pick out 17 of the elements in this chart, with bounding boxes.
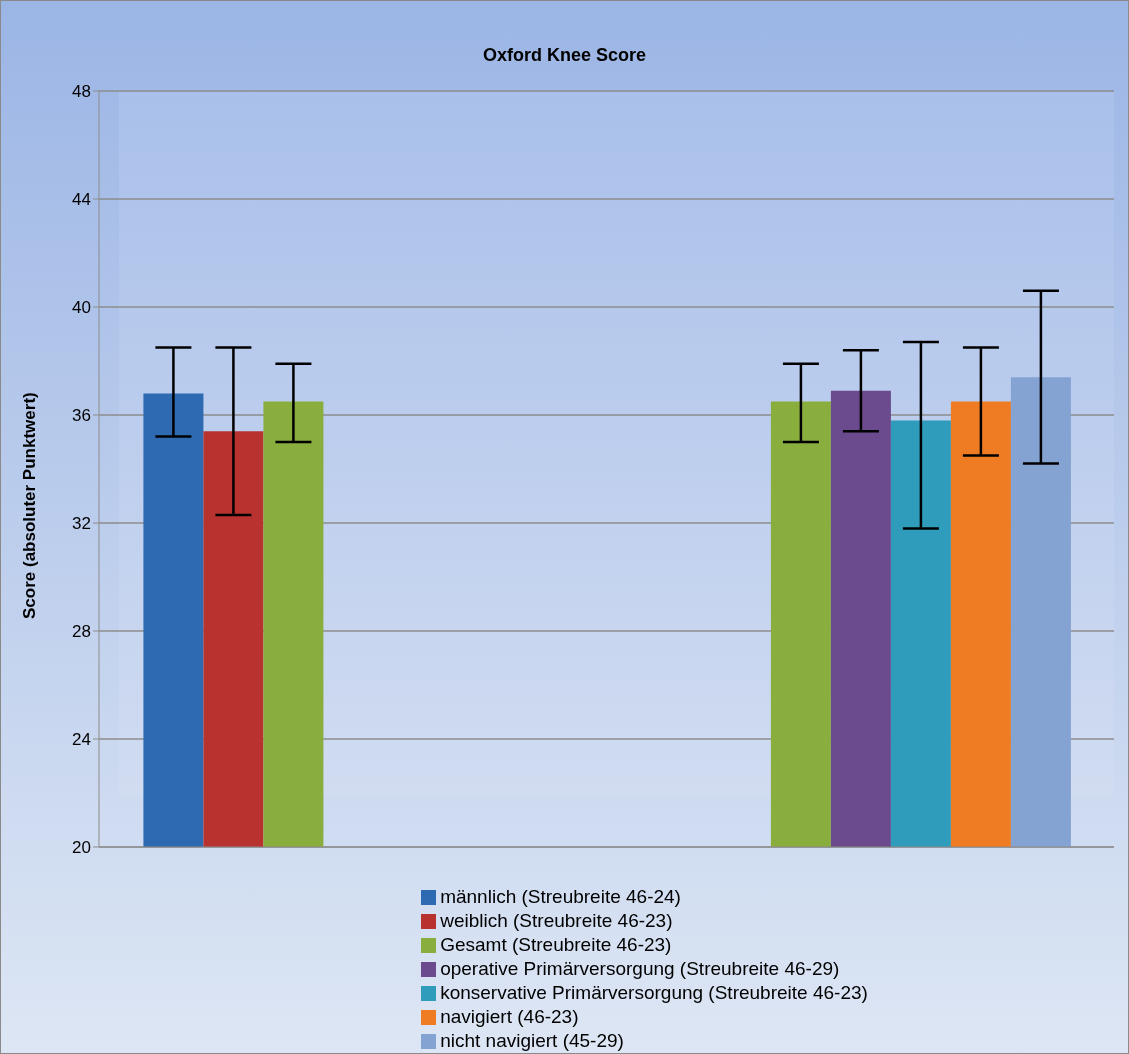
y-tick-label: 32 <box>72 514 91 534</box>
legend-label: operative Primärversorgung (Streubreite 46-29) <box>440 958 840 979</box>
legend-label: männlich (Streubreite 46-24) <box>440 886 681 907</box>
legend-label: navigiert (46-23) <box>440 1006 579 1027</box>
y-tick-label: 20 <box>72 838 91 858</box>
legend-label: Gesamt (Streubreite 46-23) <box>440 934 672 955</box>
y-tick-label: 36 <box>72 406 91 426</box>
y-tick-label: 24 <box>72 730 91 750</box>
chart-title: Oxford Knee Score <box>481 45 647 66</box>
legend-label: konservative Primärversorgung (Streubreite 46-23) <box>440 982 868 1003</box>
y-tick-label: 28 <box>72 622 91 642</box>
legend-label: nicht navigiert (45-29) <box>440 1030 624 1051</box>
y-tick-label: 48 <box>72 82 91 102</box>
y-axis-title: Score (absoluter Punktwert) <box>20 392 40 619</box>
y-tick-label: 40 <box>72 298 91 318</box>
y-tick-label: 44 <box>72 190 91 210</box>
legend-label: weiblich (Streubreite 46-23) <box>440 910 673 931</box>
